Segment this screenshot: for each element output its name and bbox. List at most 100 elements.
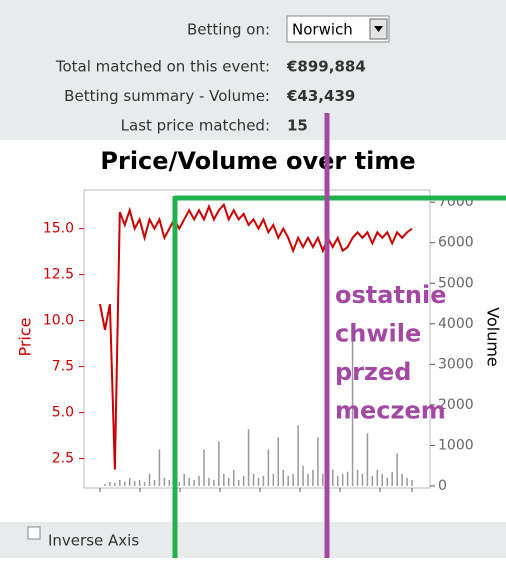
field-value: 15 (287, 117, 308, 135)
field-value: €899,884 (286, 58, 366, 76)
volume-bar (277, 437, 280, 486)
y2-tick-label: 4000 (438, 316, 474, 332)
volume-bar (351, 340, 354, 486)
volume-bar (218, 441, 220, 486)
field-label: Total matched on this event: (55, 58, 270, 76)
volume-bar (183, 473, 185, 486)
volume-bar (138, 479, 141, 486)
volume-bar (312, 469, 314, 486)
volume-bar (391, 471, 393, 486)
volume-bar (371, 475, 374, 486)
volume-bar (213, 479, 215, 486)
y-tick-label: 10.0 (43, 313, 74, 329)
volume-bar (411, 479, 413, 486)
volume-bar (297, 425, 299, 486)
volume-bar (267, 449, 270, 486)
volume-bar (361, 473, 364, 486)
plot-frame (83, 189, 431, 489)
volume-bar (158, 449, 161, 486)
checkbox[interactable] (27, 526, 41, 540)
y2-tick-label: 0 (438, 478, 447, 494)
y-tick-label: 7.5 (52, 359, 74, 375)
volume-bar (401, 473, 403, 486)
volume-bar (292, 473, 294, 486)
field-label: Betting on: (187, 21, 270, 39)
volume-bar (203, 449, 205, 486)
volume-bar (198, 475, 200, 486)
volume-bar (381, 473, 384, 486)
chart-title: Price/Volume over time (100, 147, 415, 175)
field-label: Last price matched: (121, 117, 270, 135)
volume-bar (257, 477, 260, 486)
volume-bar (168, 479, 171, 486)
volume-bar (188, 477, 190, 486)
volume-bar (262, 475, 265, 486)
y2-tick-label: 2000 (438, 397, 474, 413)
volume-bar (341, 473, 344, 486)
volume-bar (128, 477, 131, 486)
volume-bar (178, 481, 180, 486)
volume-bar (396, 453, 398, 486)
volume-bar (143, 481, 146, 486)
y2-tick-label: 6000 (438, 235, 474, 251)
y2-tick-label: 1000 (438, 437, 474, 453)
volume-bar (282, 469, 284, 486)
select-value[interactable]: Norwich (292, 21, 353, 39)
volume-bar (104, 483, 106, 486)
volume-bar (223, 473, 225, 486)
volume-bar (287, 475, 289, 486)
volume-bar (119, 479, 121, 486)
x-ticks (99, 488, 413, 492)
annotation-text: chwile (335, 320, 421, 348)
volume-bar (133, 481, 136, 486)
volume-bar (346, 471, 349, 486)
volume-bar (163, 477, 166, 486)
volume-bar (356, 469, 359, 486)
annotation-text: meczem (335, 397, 446, 425)
y2-tick-label: 3000 (438, 356, 474, 372)
volume-bar (272, 473, 275, 486)
summary-panel (0, 0, 506, 140)
price-line (99, 202, 413, 470)
volume-bar (406, 477, 408, 486)
volume-bar (307, 473, 309, 486)
volume-bar (366, 433, 369, 486)
annotation-text: przed (335, 358, 411, 386)
field-label: Betting summary - Volume: (64, 87, 270, 105)
volume-bar (148, 473, 151, 486)
volume-bar (386, 477, 388, 486)
volume-bar (317, 437, 319, 486)
checkbox-label[interactable]: Inverse Axis (48, 532, 139, 550)
select-arrow (374, 26, 383, 32)
volume-bar (376, 469, 379, 486)
annotation-text: ostatnie (335, 281, 447, 309)
volume-bar (252, 473, 255, 486)
options-panel (0, 522, 506, 558)
volume-bar (124, 481, 126, 486)
y2-axis-title: Volume (484, 307, 503, 367)
volume-bar (322, 473, 324, 486)
volume-bar (302, 465, 304, 486)
volume-bar (232, 469, 235, 486)
y-tick-label: 15.0 (43, 221, 74, 237)
volume-bar (109, 481, 111, 486)
y-tick-label: 5.0 (52, 405, 74, 421)
y-tick-label: 2.5 (52, 451, 74, 467)
volume-bar (332, 469, 334, 486)
volume-bar (114, 482, 116, 486)
volume-bar (208, 477, 210, 486)
volume-bar (228, 477, 230, 486)
volume-bar (247, 429, 250, 486)
select[interactable]: Norwich (286, 15, 390, 43)
y-tick-label: 12.5 (43, 267, 74, 283)
y-axis-title: Price (16, 317, 35, 356)
volume-bar (193, 479, 195, 486)
volume-bar (237, 479, 240, 486)
y2-tick-label: 5000 (438, 275, 474, 291)
field-value: €43,439 (286, 87, 355, 105)
volume-bar (153, 479, 156, 486)
volume-bar (336, 475, 339, 486)
volume-bar (242, 475, 245, 486)
